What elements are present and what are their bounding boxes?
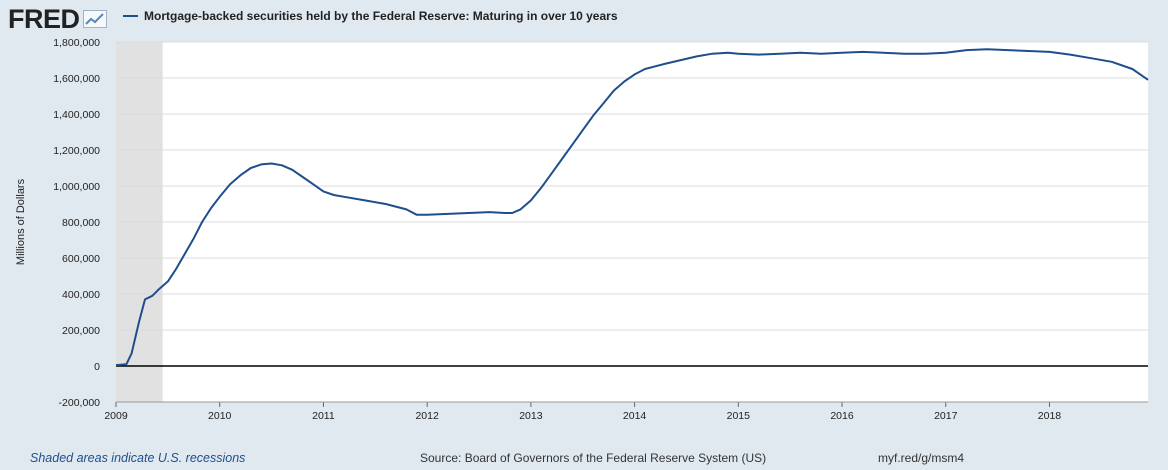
x-tick-label: 2016: [830, 410, 854, 422]
y-tick-label: 0: [94, 361, 100, 373]
x-tick-label: 2012: [415, 410, 439, 422]
chart-trend-icon: [82, 10, 107, 28]
source-note: Source: Board of Governors of the Federa…: [420, 451, 767, 465]
x-tick-label: 2017: [934, 410, 958, 422]
y-tick-label: 800,000: [62, 217, 100, 229]
x-tick-label: 2013: [519, 410, 543, 422]
y-tick-label: 1,200,000: [53, 145, 100, 157]
y-tick-label: 600,000: [62, 253, 100, 265]
fred-logo[interactable]: FRED: [8, 4, 107, 34]
legend-line-swatch: [123, 15, 138, 17]
chart-title: Mortgage-backed securities held by the F…: [144, 9, 618, 23]
x-tick-label: 2014: [623, 410, 647, 422]
series-line: [115, 48, 1149, 367]
y-tick-label: -200,000: [59, 397, 101, 409]
fred-logo-text: FRED: [8, 4, 80, 34]
x-tick-label: 2010: [208, 410, 232, 422]
y-tick-label: 200,000: [62, 325, 100, 337]
y-tick-label: 1,800,000: [53, 37, 100, 49]
x-tick-label: 2015: [727, 410, 751, 422]
y-tick-label: 1,400,000: [53, 109, 100, 121]
y-tick-label: 1,000,000: [53, 181, 100, 193]
short-url-link[interactable]: myf.red/g/msm4: [878, 451, 965, 465]
x-tick-label: 2011: [312, 410, 335, 422]
chart-title-row: Mortgage-backed securities held by the F…: [123, 9, 618, 23]
y-tick-label: 1,600,000: [53, 73, 100, 85]
y-tick-label: 400,000: [62, 289, 100, 301]
x-tick-label: 2018: [1038, 410, 1062, 422]
x-tick-label: 2009: [104, 410, 128, 422]
y-axis-label: Millions of Dollars: [15, 178, 27, 265]
recession-note: Shaded areas indicate U.S. recessions: [30, 451, 246, 465]
